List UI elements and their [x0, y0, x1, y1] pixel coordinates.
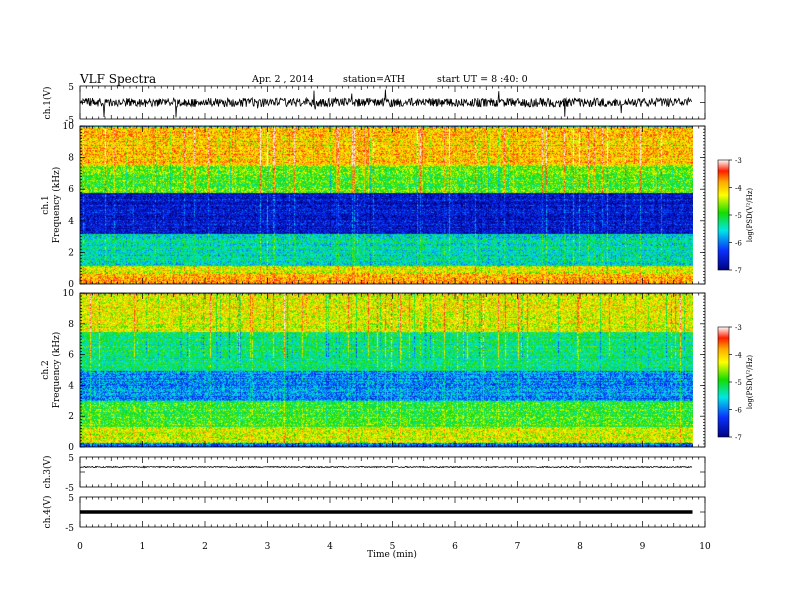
- ch1-spec-ylabel: ch.1: [41, 195, 51, 214]
- colorbar-tick-label: -7: [735, 434, 742, 442]
- x-tick-label: 7: [515, 542, 521, 552]
- colorbar-1: [717, 159, 730, 271]
- x-tick-label: 8: [577, 542, 583, 552]
- ch2-spec-ylabel: ch.2: [41, 360, 51, 379]
- colorbar-tick-label: -6: [735, 240, 742, 248]
- ch3-waveform: [79, 465, 693, 469]
- y-tick-label: 0: [68, 443, 74, 453]
- y-tick-label: -5: [65, 484, 74, 494]
- ch1-waveform: [79, 89, 693, 118]
- y-tick-label: 5: [68, 454, 74, 464]
- ch1-wave-ylabel: ch.1(V): [42, 87, 53, 120]
- ch3-wave-ylabel: ch.3(V): [42, 456, 53, 489]
- colorbar-2-label: log(PSD(V²/Hz): [746, 355, 754, 410]
- y-tick-label: -5: [65, 116, 74, 126]
- y-tick-label: 10: [63, 122, 75, 132]
- y-tick-label: 4: [68, 217, 74, 227]
- x-tick-label: 5: [390, 542, 396, 552]
- y-tick-label: -5: [65, 524, 74, 534]
- ch1-spectrogram: [80, 126, 693, 284]
- y-tick-label: 4: [68, 381, 74, 391]
- y-tick-label: 6: [68, 351, 74, 361]
- ch2-spectrogram: [80, 293, 693, 447]
- x-tick-label: 10: [699, 542, 711, 552]
- colorbar-tick-label: -5: [735, 379, 742, 387]
- y-tick-label: 8: [68, 320, 74, 330]
- colorbar-tick-label: -4: [735, 185, 742, 193]
- colorbar-1-label: log(PSD(V²/Hz): [746, 188, 754, 243]
- y-tick-label: 2: [68, 412, 74, 422]
- y-tick-label: 10: [63, 289, 75, 299]
- start-time-label: start UT = 8 :40: 0: [437, 74, 528, 85]
- y-tick-label: 6: [68, 185, 74, 195]
- x-tick-label: 3: [265, 542, 271, 552]
- station-label: station=ATH: [343, 74, 405, 85]
- y-tick-label: 8: [68, 154, 74, 164]
- ch1-spec-freq-label: Frequency (kHz): [51, 167, 62, 244]
- x-tick-label: 9: [640, 542, 646, 552]
- y-tick-label: 0: [68, 280, 74, 290]
- ch2-spec-freq-label: Frequency (kHz): [51, 332, 62, 409]
- x-axis-label: Time (min): [367, 549, 417, 560]
- colorbar-2: [717, 326, 730, 438]
- x-tick-label: 2: [202, 542, 208, 552]
- y-tick-label: 2: [68, 248, 74, 258]
- y-tick-label: 5: [68, 494, 74, 504]
- chart-title: VLF Spectra: [80, 72, 157, 86]
- colorbar-tick-label: -3: [735, 157, 742, 165]
- x-tick-label: 4: [327, 542, 333, 552]
- x-tick-label: 0: [77, 542, 83, 552]
- colorbar-tick-label: -7: [735, 267, 742, 275]
- colorbar-tick-label: -6: [735, 407, 742, 415]
- x-tick-label: 1: [140, 542, 146, 552]
- colorbar-tick-label: -5: [735, 212, 742, 220]
- x-tick-label: 6: [452, 542, 458, 552]
- ch4-wave-ylabel: ch.4(V): [42, 496, 53, 529]
- y-tick-label: 5: [68, 83, 74, 93]
- colorbar-tick-label: -3: [735, 324, 742, 332]
- colorbar-tick-label: -4: [735, 352, 742, 360]
- date-label: Apr. 2 , 2014: [252, 74, 314, 85]
- axis-ticks: 0 1 2 3 4 5 6 7 8 9 10108642010864205-55-55-5-3-4-…: [63, 83, 743, 552]
